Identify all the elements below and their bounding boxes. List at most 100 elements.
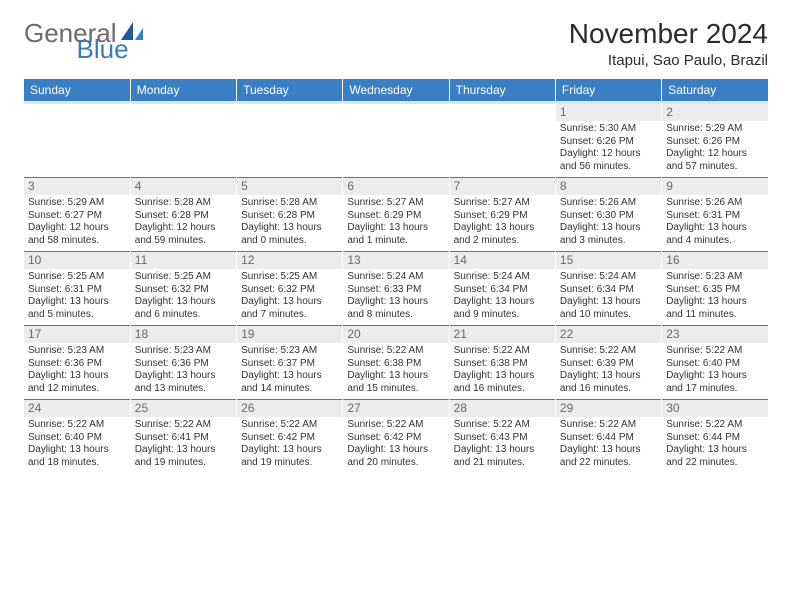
day-number: 18 (131, 326, 236, 343)
daylight-text: Daylight: 13 hours and 1 minute. (347, 222, 444, 247)
day-number: 9 (662, 178, 768, 195)
calendar-cell: 14Sunrise: 5:24 AMSunset: 6:34 PMDayligh… (449, 252, 555, 326)
sunset-text: Sunset: 6:34 PM (454, 284, 551, 297)
sunrise-text: Sunrise: 5:22 AM (560, 419, 657, 432)
daylight-text: Daylight: 12 hours and 57 minutes. (666, 148, 764, 173)
daylight-text: Daylight: 13 hours and 12 minutes. (28, 370, 126, 395)
calendar-cell: 7Sunrise: 5:27 AMSunset: 6:29 PMDaylight… (449, 178, 555, 252)
calendar-cell: 23Sunrise: 5:22 AMSunset: 6:40 PMDayligh… (662, 326, 768, 400)
calendar-cell: 24Sunrise: 5:22 AMSunset: 6:40 PMDayligh… (24, 400, 130, 473)
sunset-text: Sunset: 6:31 PM (28, 284, 126, 297)
sunset-text: Sunset: 6:28 PM (135, 210, 232, 223)
sunrise-text: Sunrise: 5:30 AM (560, 123, 657, 136)
day-number: 28 (450, 400, 555, 417)
day-number: 11 (131, 252, 236, 269)
sunset-text: Sunset: 6:34 PM (560, 284, 657, 297)
sunrise-text: Sunrise: 5:22 AM (454, 345, 551, 358)
day-detail-row: 24Sunrise: 5:22 AMSunset: 6:40 PMDayligh… (24, 400, 768, 473)
day-number: 25 (131, 400, 236, 417)
daylight-text: Daylight: 13 hours and 11 minutes. (666, 296, 764, 321)
weekday-header: Saturday (662, 79, 768, 101)
day-number: 10 (24, 252, 130, 269)
sunset-text: Sunset: 6:42 PM (347, 432, 444, 445)
calendar-cell: 22Sunrise: 5:22 AMSunset: 6:39 PMDayligh… (555, 326, 661, 400)
calendar-cell (237, 104, 343, 178)
sunset-text: Sunset: 6:39 PM (560, 358, 657, 371)
calendar-cell: 3Sunrise: 5:29 AMSunset: 6:27 PMDaylight… (24, 178, 130, 252)
sunset-text: Sunset: 6:36 PM (135, 358, 232, 371)
sunrise-text: Sunrise: 5:26 AM (666, 197, 764, 210)
sunrise-text: Sunrise: 5:28 AM (135, 197, 232, 210)
sunrise-text: Sunrise: 5:24 AM (560, 271, 657, 284)
calendar-cell: 21Sunrise: 5:22 AMSunset: 6:38 PMDayligh… (449, 326, 555, 400)
sunrise-text: Sunrise: 5:23 AM (135, 345, 232, 358)
day-number: 21 (450, 326, 555, 343)
day-number: 17 (24, 326, 130, 343)
calendar-cell: 1Sunrise: 5:30 AMSunset: 6:26 PMDaylight… (555, 104, 661, 178)
day-number: 30 (662, 400, 768, 417)
day-number: 4 (131, 178, 236, 195)
sunrise-text: Sunrise: 5:22 AM (666, 345, 764, 358)
daylight-text: Daylight: 13 hours and 18 minutes. (28, 444, 126, 469)
weekday-header: Monday (130, 79, 236, 101)
sunset-text: Sunset: 6:37 PM (241, 358, 338, 371)
sunrise-text: Sunrise: 5:22 AM (135, 419, 232, 432)
logo-text-blue: Blue (77, 34, 129, 65)
calendar-cell: 17Sunrise: 5:23 AMSunset: 6:36 PMDayligh… (24, 326, 130, 400)
day-number: 23 (662, 326, 768, 343)
day-detail-row: 3Sunrise: 5:29 AMSunset: 6:27 PMDaylight… (24, 178, 768, 252)
sunset-text: Sunset: 6:26 PM (666, 136, 764, 149)
sunset-text: Sunset: 6:29 PM (347, 210, 444, 223)
day-number: 7 (450, 178, 555, 195)
weekday-header: Friday (555, 79, 661, 101)
sunrise-text: Sunrise: 5:27 AM (347, 197, 444, 210)
calendar-cell (24, 104, 130, 178)
calendar-cell: 6Sunrise: 5:27 AMSunset: 6:29 PMDaylight… (343, 178, 449, 252)
sunrise-text: Sunrise: 5:23 AM (241, 345, 338, 358)
day-number: 14 (450, 252, 555, 269)
sunset-text: Sunset: 6:27 PM (28, 210, 126, 223)
day-number: 1 (556, 104, 661, 121)
calendar-cell: 8Sunrise: 5:26 AMSunset: 6:30 PMDaylight… (555, 178, 661, 252)
sunrise-text: Sunrise: 5:28 AM (241, 197, 338, 210)
calendar-cell: 11Sunrise: 5:25 AMSunset: 6:32 PMDayligh… (130, 252, 236, 326)
month-title: November 2024 (569, 18, 768, 50)
daylight-text: Daylight: 13 hours and 2 minutes. (454, 222, 551, 247)
sunset-text: Sunset: 6:40 PM (666, 358, 764, 371)
daylight-text: Daylight: 13 hours and 19 minutes. (135, 444, 232, 469)
header: General Blue November 2024 Itapui, Sao P… (24, 18, 768, 69)
day-detail-row: 1 Sunrise: 5:30 AM Sunset: 6:26 PMDaylight… (24, 104, 768, 178)
day-number: 3 (24, 178, 130, 195)
calendar-cell: 26Sunrise: 5:22 AMSunset: 6:42 PMDayligh… (237, 400, 343, 473)
sunrise-text: Sunrise: 5:22 AM (347, 345, 444, 358)
day-detail-row: 17Sunrise: 5:23 AMSunset: 6:36 PMDayligh… (24, 326, 768, 400)
sunset-text: Sunset: 6:28 PM (241, 210, 338, 223)
sunset-text: Sunset: 6:43 PM (454, 432, 551, 445)
sunset-text: Sunset: 6:35 PM (666, 284, 764, 297)
daylight-text: Daylight: 13 hours and 0 minutes. (241, 222, 338, 247)
day-number: 29 (556, 400, 661, 417)
daylight-text: Daylight: 13 hours and 13 minutes. (135, 370, 232, 395)
calendar-cell: 13Sunrise: 5:24 AMSunset: 6:33 PMDayligh… (343, 252, 449, 326)
calendar-cell: 29Sunrise: 5:22 AMSunset: 6:44 PMDayligh… (555, 400, 661, 473)
daylight-text: Daylight: 13 hours and 15 minutes. (347, 370, 444, 395)
sunrise-text: Sunrise: 5:22 AM (560, 345, 657, 358)
sunset-text: Sunset: 6:44 PM (666, 432, 764, 445)
location-text: Itapui, Sao Paulo, Brazil (569, 52, 768, 69)
sunrise-text: Sunrise: 5:25 AM (135, 271, 232, 284)
calendar-table: SundayMondayTuesdayWednesdayThursdayFrid… (24, 79, 768, 473)
sunset-text: Sunset: 6:42 PM (241, 432, 338, 445)
weekday-header: Thursday (449, 79, 555, 101)
weekday-header: Wednesday (343, 79, 449, 101)
sunrise-text: Sunrise: 5:27 AM (454, 197, 551, 210)
sunrise-text: Sunrise: 5:22 AM (666, 419, 764, 432)
sunrise-text: Sunrise: 5:24 AM (347, 271, 444, 284)
sunset-text: Sunset: 6:36 PM (28, 358, 126, 371)
calendar-cell: 2Sunrise: 5:29 AMSunset: 6:26 PMDaylight… (662, 104, 768, 178)
daylight-text: Daylight: 13 hours and 8 minutes. (347, 296, 444, 321)
day-number: 13 (343, 252, 448, 269)
daylight-text: Daylight: 12 hours and 59 minutes. (135, 222, 232, 247)
calendar-cell: 16Sunrise: 5:23 AMSunset: 6:35 PMDayligh… (662, 252, 768, 326)
daylight-text: Daylight: 13 hours and 3 minutes. (560, 222, 657, 247)
daylight-text: Daylight: 13 hours and 22 minutes. (560, 444, 657, 469)
